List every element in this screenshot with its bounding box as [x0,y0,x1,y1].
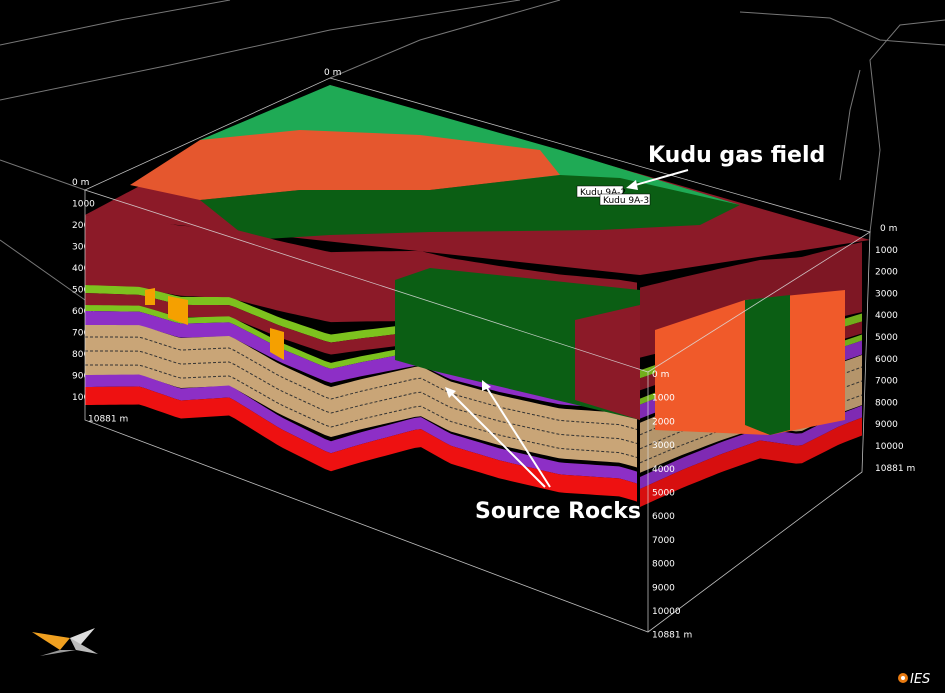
depth-label: 0 m [324,68,341,78]
depth-label: 10881 m [875,464,915,474]
depth-label: 7000 [652,536,675,546]
depth-label: 10881 m [88,415,128,425]
annotation: Source Rocks [475,499,641,524]
depth-label: 2000 [875,268,898,278]
horizon-line [84,364,638,458]
depth-label: 3000 [72,243,95,253]
bounding-box [83,77,871,633]
depth-label: 3000 [875,289,898,299]
depth-label: 7000 [72,329,95,339]
depth-label: 0 m [72,178,89,188]
depth-label: 3000 [652,441,675,451]
depth-label: 1000 [875,246,898,256]
rock-layer [85,374,637,484]
depth-label: 0 m [880,224,897,234]
surface-orange [130,130,560,200]
depth-label: 2000 [72,221,95,231]
rock-layer [85,386,637,502]
orange-cells [270,328,284,360]
depth-label: 5000 [652,489,675,499]
depth-label: 8000 [652,560,675,570]
depth-label: 6000 [652,512,675,522]
depth-label: 6000 [72,307,95,317]
depth-label: 7000 [875,377,898,387]
orange-cells [145,288,155,305]
depth-label: 5000 [72,286,95,296]
depth-label: 5000 [875,333,898,343]
depth-label: 10000 [652,607,681,617]
depth-label: 9000 [652,583,675,593]
depth-label: 0 m [652,370,669,380]
depth-label: 4000 [72,264,95,274]
horizon-line [84,350,638,444]
depth-label: 9000 [875,420,898,430]
annotation: Kudu gas field [648,143,825,168]
logo: IES [898,672,930,687]
rock-layer [640,417,862,507]
well-label: Kudu 9A-3 [603,196,649,206]
inset-green-right [745,295,790,435]
rock-layer [85,325,637,468]
depth-label: 4000 [652,465,675,475]
depth-label: 1000 [72,200,95,210]
orange-cells [168,296,188,325]
well-label: Kudu 9A-2 [580,188,626,198]
rock-layer [85,311,637,414]
depth-label: 10000 [875,442,904,452]
logo-text: IES [910,672,930,687]
horizon-line [84,336,638,430]
depth-label: 2000 [652,417,675,427]
depth-label: 8000 [875,398,898,408]
map-outline [0,0,945,301]
depth-label: 9000 [72,372,95,382]
well-labels: Kudu 9A-2 Kudu 9A-3 [576,185,651,206]
compass [32,628,98,656]
depth-label: 6000 [875,355,898,365]
depth-label: 8000 [72,350,95,360]
depth-label: 10881 m [652,631,692,641]
depth-label: 1000 [652,394,675,404]
depth-label: 4000 [875,311,898,321]
inset-red [575,305,640,420]
annotation-arrows [445,169,689,488]
